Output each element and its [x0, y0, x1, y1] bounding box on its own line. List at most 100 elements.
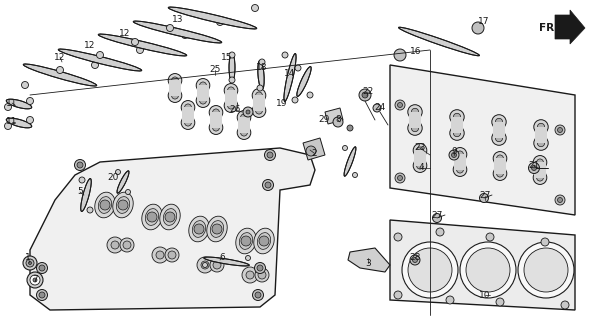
- Circle shape: [362, 92, 368, 98]
- Circle shape: [165, 248, 179, 262]
- Circle shape: [395, 173, 405, 183]
- Circle shape: [449, 150, 459, 160]
- Circle shape: [402, 242, 458, 298]
- Circle shape: [252, 290, 264, 300]
- Polygon shape: [238, 117, 250, 133]
- Circle shape: [21, 82, 28, 89]
- Circle shape: [125, 189, 131, 195]
- Text: 22: 22: [362, 87, 374, 97]
- Circle shape: [410, 255, 420, 265]
- Polygon shape: [253, 95, 265, 111]
- Circle shape: [241, 236, 251, 246]
- Circle shape: [413, 144, 427, 157]
- Circle shape: [457, 151, 463, 158]
- Ellipse shape: [81, 179, 91, 212]
- Ellipse shape: [204, 257, 249, 266]
- Polygon shape: [409, 112, 421, 128]
- Ellipse shape: [117, 171, 129, 193]
- Circle shape: [472, 22, 484, 34]
- Circle shape: [496, 298, 504, 306]
- Circle shape: [57, 67, 63, 74]
- Circle shape: [243, 107, 253, 117]
- Polygon shape: [169, 80, 181, 96]
- Ellipse shape: [23, 64, 97, 86]
- Circle shape: [333, 117, 343, 127]
- Circle shape: [557, 127, 563, 132]
- Circle shape: [197, 257, 213, 273]
- Circle shape: [120, 238, 134, 252]
- Polygon shape: [494, 158, 506, 174]
- Circle shape: [118, 200, 128, 210]
- Circle shape: [495, 118, 502, 125]
- Text: 14: 14: [284, 68, 296, 77]
- Circle shape: [492, 131, 506, 145]
- Circle shape: [5, 123, 11, 130]
- Circle shape: [237, 126, 251, 140]
- Ellipse shape: [7, 118, 32, 128]
- Circle shape: [492, 115, 506, 129]
- Ellipse shape: [168, 7, 256, 29]
- Ellipse shape: [98, 196, 112, 213]
- Circle shape: [265, 149, 275, 161]
- Ellipse shape: [145, 209, 158, 225]
- Circle shape: [408, 248, 452, 292]
- Circle shape: [171, 92, 178, 99]
- Text: 15: 15: [221, 52, 233, 61]
- Ellipse shape: [116, 196, 129, 213]
- Text: 18: 18: [256, 63, 268, 73]
- Circle shape: [258, 271, 266, 279]
- Ellipse shape: [236, 228, 256, 254]
- Circle shape: [292, 97, 298, 103]
- Circle shape: [137, 46, 144, 53]
- Ellipse shape: [192, 220, 206, 237]
- Ellipse shape: [142, 204, 162, 230]
- Circle shape: [132, 38, 138, 45]
- Circle shape: [307, 92, 313, 98]
- Circle shape: [359, 89, 371, 101]
- Circle shape: [537, 159, 543, 166]
- Circle shape: [107, 237, 123, 253]
- Circle shape: [537, 123, 544, 131]
- Circle shape: [555, 195, 565, 205]
- Circle shape: [255, 107, 262, 114]
- Circle shape: [27, 116, 34, 124]
- Ellipse shape: [207, 216, 227, 242]
- Circle shape: [229, 77, 235, 83]
- Text: 12: 12: [54, 52, 66, 61]
- Polygon shape: [555, 10, 585, 44]
- Circle shape: [537, 174, 543, 181]
- Circle shape: [531, 165, 537, 171]
- Circle shape: [39, 292, 45, 298]
- Circle shape: [453, 148, 467, 161]
- Circle shape: [171, 77, 178, 84]
- Circle shape: [555, 125, 565, 135]
- Circle shape: [152, 247, 168, 263]
- Circle shape: [212, 224, 222, 234]
- Circle shape: [352, 172, 358, 178]
- Circle shape: [413, 258, 417, 262]
- Circle shape: [557, 197, 563, 203]
- Circle shape: [165, 212, 175, 222]
- Text: 27: 27: [431, 211, 443, 220]
- Text: 11: 11: [7, 117, 18, 126]
- Polygon shape: [390, 65, 575, 215]
- Text: 19: 19: [276, 99, 288, 108]
- Circle shape: [245, 255, 251, 260]
- Circle shape: [87, 207, 93, 213]
- Circle shape: [262, 180, 274, 190]
- Circle shape: [181, 116, 195, 130]
- Circle shape: [541, 238, 549, 246]
- Polygon shape: [210, 112, 222, 128]
- Circle shape: [493, 167, 507, 180]
- Circle shape: [457, 166, 463, 173]
- Circle shape: [228, 102, 235, 109]
- Circle shape: [496, 170, 504, 177]
- Circle shape: [495, 134, 502, 142]
- Text: 3: 3: [365, 259, 371, 268]
- Circle shape: [537, 140, 544, 147]
- Text: 11: 11: [7, 99, 18, 108]
- Text: 28: 28: [410, 253, 421, 262]
- Circle shape: [436, 228, 444, 236]
- Polygon shape: [225, 90, 237, 106]
- Circle shape: [37, 290, 47, 300]
